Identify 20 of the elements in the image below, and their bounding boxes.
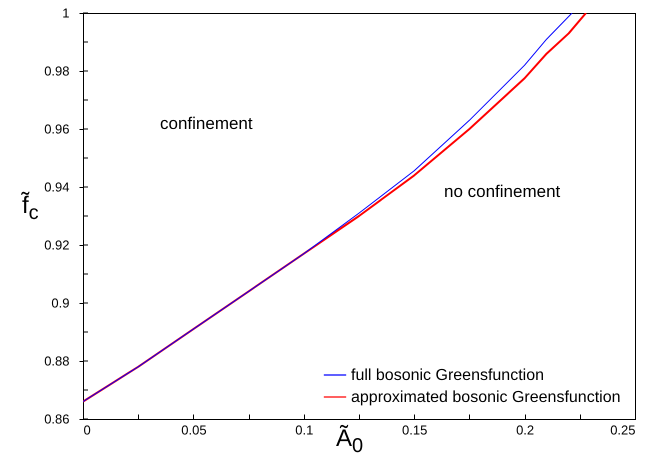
x-tick-label: 0 xyxy=(84,422,91,438)
x-tick-label: 0.1 xyxy=(295,422,314,438)
y-tick-label: 1 xyxy=(62,6,70,20)
y-tick-label: 0.86 xyxy=(44,412,70,426)
x-tick-label: 0.25 xyxy=(610,422,636,438)
x-tick-label: 0.15 xyxy=(402,422,428,438)
y-tick-label: 0.9 xyxy=(51,296,70,310)
legend-label: full bosonic Greensfunction xyxy=(351,367,544,384)
annotation: no confinement xyxy=(444,182,560,202)
y-tick-label: 0.98 xyxy=(44,64,70,78)
x-axis-title: Ã$_{0}$ xyxy=(336,425,364,458)
legend-label: approximated bosonic Greensfunction xyxy=(351,389,620,406)
x-tick-label: 0.2 xyxy=(516,422,534,438)
y-tick-label: 0.96 xyxy=(44,122,70,136)
y-tick-label: 0.94 xyxy=(44,180,70,194)
y-tick-label: 0.92 xyxy=(44,238,70,252)
x-tick-label: 0.05 xyxy=(181,422,207,438)
annotation: confinement xyxy=(160,114,253,134)
y-axis-title: f̃$_{c}$ xyxy=(22,192,39,225)
y-tick-label: 0.88 xyxy=(44,354,70,368)
